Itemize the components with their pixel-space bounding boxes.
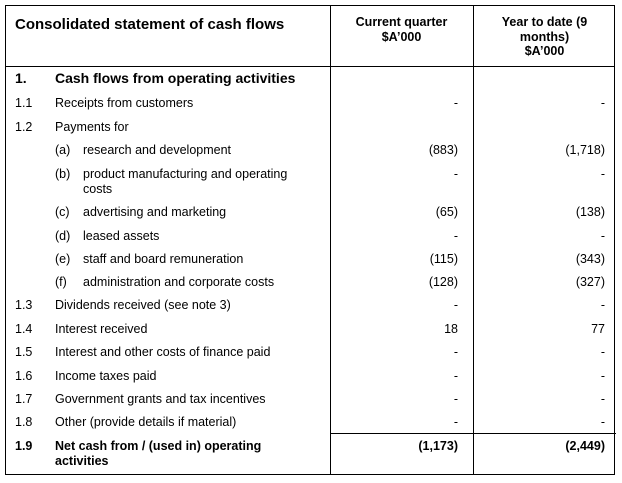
row-label: Interest and other costs of finance paid — [55, 345, 271, 359]
row-number: 1.3 — [15, 298, 33, 312]
row-label: Interest received — [55, 322, 148, 336]
row-number: 1.5 — [15, 345, 33, 359]
row-label: advertising and marketing — [83, 205, 227, 219]
column-divider-1 — [330, 6, 331, 474]
row-label: Dividends received (see note 3) — [55, 298, 231, 312]
row-label: Payments for — [55, 120, 129, 134]
current-quarter-value: - — [453, 167, 458, 181]
current-quarter-value: (883) — [428, 143, 458, 157]
row-label: Net cash from / (used in) operating — [55, 439, 262, 453]
row-label-continued: costs — [83, 182, 113, 196]
ytd-value: 77 — [591, 322, 605, 336]
ytd-value: - — [600, 415, 605, 429]
table-title: Consolidated statement of cash flows — [15, 16, 285, 33]
current-quarter-header: Current quarter $A’000 — [355, 15, 448, 44]
ytd-total: (2,449) — [565, 439, 605, 453]
current-quarter-value: - — [453, 96, 458, 110]
ytd-value: - — [600, 298, 605, 312]
current-quarter-value: - — [453, 369, 458, 383]
row-label: Other (provide details if material) — [55, 415, 237, 429]
row-label: product manufacturing and operating — [83, 167, 288, 181]
row-label: Income taxes paid — [55, 369, 157, 383]
current-quarter-value: - — [453, 345, 458, 359]
row-label: Receipts from customers — [55, 96, 194, 110]
sub-item-letter: (d) — [55, 229, 71, 243]
row-number: 1.9 — [15, 439, 33, 453]
current-quarter-value: (115) — [429, 252, 458, 266]
ytd-value: - — [600, 229, 605, 243]
ytd-value: - — [600, 392, 605, 406]
row-number: 1.2 — [15, 120, 33, 134]
total-rule-ytd — [473, 433, 616, 434]
row-number: 1.1 — [15, 96, 33, 110]
sub-item-letter: (f) — [55, 275, 67, 289]
row-label: leased assets — [83, 229, 160, 243]
current-quarter-total: (1,173) — [418, 439, 458, 453]
current-quarter-value: 18 — [444, 322, 458, 336]
sub-item-letter: (e) — [55, 252, 71, 266]
sub-item-letter: (a) — [55, 143, 71, 157]
sub-item-letter: (c) — [55, 205, 70, 219]
ytd-value: (327) — [575, 275, 605, 289]
year-to-date-header: Year to date (9 months) $A’000 — [501, 15, 588, 58]
row-label: staff and board remuneration — [83, 252, 244, 266]
row-number: 1.4 — [15, 322, 33, 336]
ytd-value: - — [600, 345, 605, 359]
header-rule — [6, 66, 614, 67]
row-label: research and development — [83, 143, 232, 157]
ytd-value: (1,718) — [565, 143, 605, 157]
section-number: 1. — [15, 70, 27, 86]
current-quarter-value: - — [453, 415, 458, 429]
current-quarter-value: - — [453, 392, 458, 406]
ytd-value: (138) — [575, 205, 605, 219]
current-quarter-value: - — [453, 298, 458, 312]
sub-item-letter: (b) — [55, 167, 71, 181]
row-label: Government grants and tax incentives — [55, 392, 266, 406]
ytd-value: - — [600, 167, 605, 181]
row-label: administration and corporate costs — [83, 275, 275, 289]
row-number: 1.8 — [15, 415, 33, 429]
row-number: 1.6 — [15, 369, 33, 383]
cash-flow-table: Consolidated statement of cash flows Cur… — [5, 5, 616, 475]
section-title: Cash flows from operating activities — [55, 70, 296, 86]
total-rule-current — [330, 433, 473, 434]
row-number: 1.7 — [15, 392, 33, 406]
current-quarter-value: - — [453, 229, 458, 243]
ytd-value: - — [600, 96, 605, 110]
row-label-continued: activities — [55, 454, 109, 468]
column-divider-2 — [473, 6, 474, 474]
current-quarter-value: (128) — [428, 275, 458, 289]
ytd-value: - — [600, 369, 605, 383]
current-quarter-value: (65) — [435, 205, 458, 219]
ytd-value: (343) — [575, 252, 605, 266]
